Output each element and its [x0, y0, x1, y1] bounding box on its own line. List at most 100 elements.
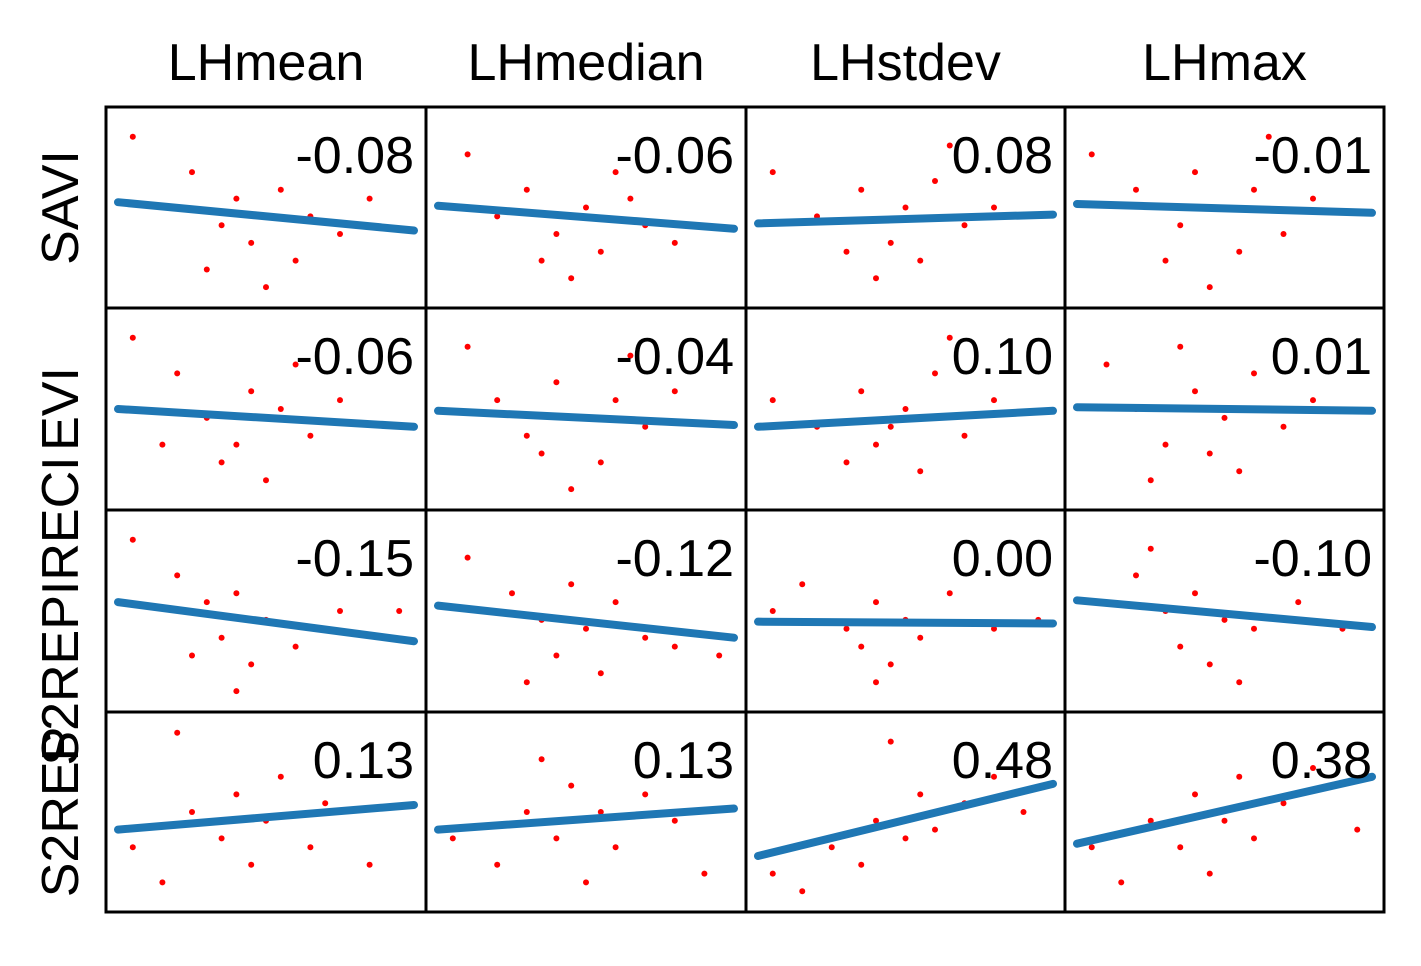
- point: [1147, 545, 1154, 552]
- point: [1177, 343, 1184, 350]
- point: [322, 800, 329, 807]
- correlation-label: -0.06: [295, 328, 414, 386]
- point: [129, 536, 136, 543]
- point: [612, 397, 619, 404]
- fit-line: [1073, 772, 1376, 848]
- point: [1236, 468, 1243, 475]
- correlation-label: 0.13: [313, 732, 414, 790]
- fit-line: [434, 601, 738, 642]
- point: [612, 599, 619, 606]
- point: [946, 334, 953, 341]
- point: [799, 581, 806, 588]
- point: [218, 459, 225, 466]
- fit-line: [114, 598, 418, 646]
- point: [1206, 284, 1213, 291]
- point: [553, 835, 560, 842]
- point: [568, 486, 575, 493]
- correlation-label: -0.08: [295, 127, 414, 185]
- point: [1147, 477, 1154, 484]
- point: [1177, 222, 1184, 229]
- point: [523, 432, 530, 439]
- correlation-label: 0.08: [952, 127, 1053, 185]
- point: [961, 432, 968, 439]
- point: [932, 177, 938, 184]
- point: [263, 284, 269, 291]
- point: [248, 661, 255, 668]
- point: [494, 397, 501, 404]
- column-label: LHmedian: [467, 34, 704, 92]
- point: [174, 729, 181, 736]
- fit-line: [434, 201, 738, 233]
- point: [1177, 844, 1184, 851]
- point: [129, 844, 136, 851]
- point: [277, 773, 284, 780]
- point: [902, 204, 909, 211]
- point: [203, 266, 210, 273]
- point: [292, 643, 299, 650]
- point: [248, 861, 255, 868]
- point: [887, 239, 894, 246]
- fit-line: [114, 800, 418, 834]
- point: [523, 809, 530, 815]
- point: [1221, 616, 1228, 623]
- point: [597, 459, 604, 466]
- fit-line: [1073, 403, 1376, 415]
- point: [1251, 835, 1257, 842]
- point: [129, 133, 136, 140]
- point: [769, 870, 776, 877]
- point: [671, 239, 678, 246]
- point: [642, 634, 649, 641]
- fit-line: [114, 405, 418, 431]
- point: [1251, 370, 1257, 377]
- point: [307, 844, 314, 851]
- correlation-label: 0.13: [633, 732, 734, 790]
- point: [1236, 773, 1243, 780]
- point: [873, 679, 879, 686]
- point: [1192, 169, 1198, 176]
- correlation-label: 0.38: [1271, 732, 1372, 790]
- point: [946, 590, 953, 597]
- point: [1251, 186, 1257, 193]
- point: [873, 599, 879, 606]
- point: [887, 661, 894, 668]
- point: [671, 817, 678, 824]
- point: [218, 222, 225, 229]
- point: [597, 248, 604, 255]
- point: [1206, 870, 1213, 877]
- point: [1133, 186, 1139, 193]
- point: [218, 634, 225, 641]
- point: [553, 231, 560, 238]
- correlation-label: -0.10: [1253, 530, 1372, 588]
- point: [233, 791, 240, 798]
- point: [1236, 248, 1243, 255]
- column-label: LHmean: [168, 34, 365, 92]
- fit-line: [434, 406, 738, 430]
- point: [449, 835, 456, 842]
- point: [538, 450, 545, 457]
- point: [538, 257, 545, 264]
- column-label: LHmax: [1142, 34, 1307, 92]
- point: [917, 468, 924, 475]
- point: [1251, 625, 1257, 632]
- point: [642, 791, 649, 798]
- point: [828, 844, 835, 851]
- panel-frame: [1063, 710, 1386, 914]
- point: [189, 652, 195, 659]
- point: [612, 169, 619, 176]
- point: [902, 835, 909, 842]
- point: [873, 441, 879, 448]
- point: [932, 826, 938, 833]
- point: [307, 432, 314, 439]
- point: [263, 477, 269, 484]
- point: [1103, 361, 1110, 368]
- point: [1192, 388, 1198, 395]
- point: [189, 169, 195, 176]
- point: [159, 441, 166, 448]
- point: [799, 888, 806, 895]
- point: [523, 186, 530, 193]
- point: [1206, 661, 1213, 668]
- point: [991, 204, 997, 211]
- point: [1310, 195, 1316, 202]
- point: [1133, 572, 1139, 579]
- correlation-label: 0.10: [952, 328, 1053, 386]
